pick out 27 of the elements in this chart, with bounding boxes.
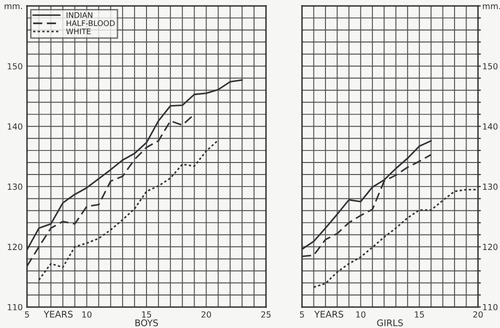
y-tick-label: 140: [8, 123, 22, 130]
x-tick-label: 15: [142, 311, 152, 318]
x-tick-label: 20: [202, 311, 211, 318]
y-tick-label: 110: [483, 304, 498, 310]
y-tick-label: 120: [483, 244, 498, 250]
x-tick-label: 15: [414, 311, 424, 318]
x-tick-label: 25: [261, 311, 271, 318]
text: YEARS: [314, 310, 344, 318]
x-axis-title: GIRLS: [377, 319, 403, 326]
text: YEARS: [44, 310, 73, 318]
y-tick-label: 140: [483, 123, 498, 130]
y-tick-label: 110: [8, 304, 22, 310]
x-tick-label: 5: [24, 311, 29, 318]
y-tick-label: 130: [8, 184, 22, 190]
x-tick-label: 5: [300, 311, 304, 318]
y-tick-label: 150: [483, 63, 498, 70]
x-axis-title: BOYS: [135, 319, 158, 326]
y-tick-label: 120: [8, 244, 22, 250]
y-tick-label: mm.: [482, 4, 500, 10]
y-tick-label: mm.: [4, 4, 22, 10]
line-series: [38, 139, 219, 281]
y-tick-label: 150: [8, 63, 22, 70]
x-tick-label: 10: [356, 311, 366, 318]
y-tick-label: 130: [483, 184, 498, 190]
x-tick-label: 10: [82, 311, 92, 318]
x-tick-label: 20: [473, 311, 483, 318]
line-series: [312, 188, 478, 288]
